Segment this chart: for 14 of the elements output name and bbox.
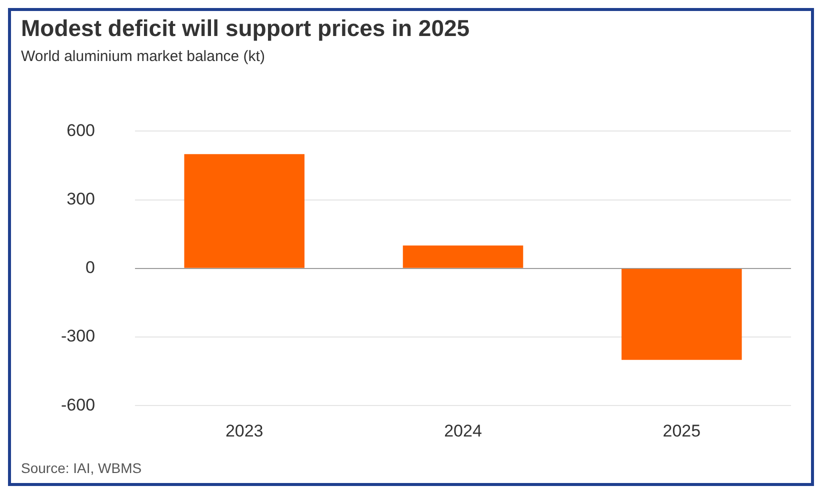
chart-title: Modest deficit will support prices in 2025 — [21, 15, 471, 42]
bar — [184, 154, 304, 268]
y-tick-label: -600 — [60, 395, 96, 414]
x-tick-label: 2024 — [444, 421, 482, 440]
bar — [622, 268, 742, 360]
y-tick-label: 600 — [66, 120, 96, 140]
chart-subtitle: World aluminium market balance (kt) — [21, 48, 266, 65]
y-tick-label: -300 — [60, 326, 96, 346]
bar — [402, 246, 524, 268]
source-note: Source: IAI, WBMS — [21, 460, 143, 476]
y-tick-label: 300 — [66, 189, 96, 208]
y-tick-label: 0 — [86, 258, 96, 278]
x-tick-label: 2023 — [225, 421, 264, 440]
x-tick-label: 2025 — [662, 421, 701, 440]
